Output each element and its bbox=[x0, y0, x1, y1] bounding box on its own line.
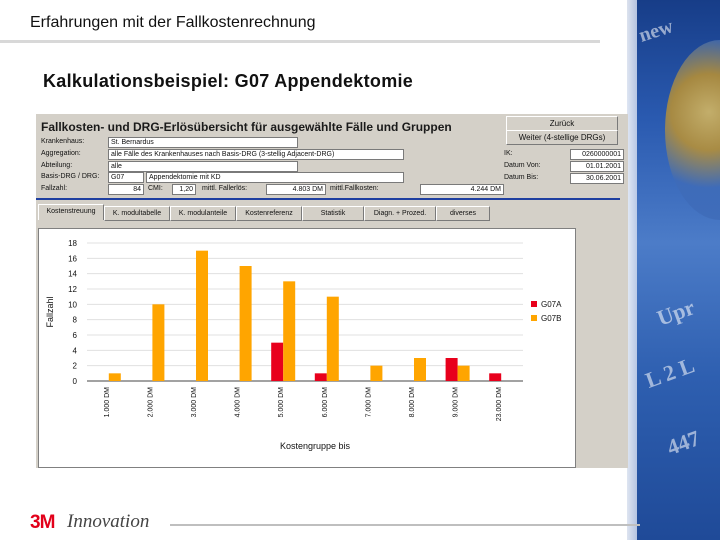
y-tick-label: 16 bbox=[68, 254, 77, 263]
krankenhaus-field[interactable]: St. Bernardus bbox=[108, 137, 298, 148]
x-axis-label: Kostengruppe bis bbox=[280, 441, 351, 451]
form-divider bbox=[36, 198, 620, 200]
chart-frame: 0 2 4 6 8 10 12 14 16 18 1.000 DM 2.000 DM 3.000 DM 4… bbox=[38, 228, 576, 468]
basisdrg-label: Basis-DRG / DRG: bbox=[41, 173, 100, 180]
basisdrg-code-field[interactable]: G07 bbox=[108, 172, 144, 183]
bar-g07a bbox=[271, 342, 284, 381]
abteilung-label: Abteilung: bbox=[41, 162, 73, 169]
y-tick-label: 0 bbox=[73, 377, 78, 386]
brand-logo-innovation: Innovation bbox=[67, 511, 150, 532]
tab-kostenreferenz[interactable]: Kostenreferenz bbox=[236, 206, 302, 221]
y-tick-label: 12 bbox=[68, 285, 77, 294]
tab-kmodultabelle[interactable]: K. modultabelle bbox=[104, 206, 170, 221]
side-deco-text: 447 bbox=[663, 425, 704, 460]
x-tick-label: 2.000 DM bbox=[147, 387, 154, 418]
y-tick-label: 10 bbox=[68, 300, 77, 309]
y-tick-label: 14 bbox=[68, 270, 77, 279]
legend-label-g07b: G07B bbox=[541, 314, 561, 323]
cmi-label: CMI: bbox=[148, 185, 163, 192]
legend-label-g07a: G07A bbox=[541, 300, 562, 309]
x-tick-label: 4.000 DM bbox=[235, 387, 242, 418]
side-deco-text: new bbox=[636, 15, 676, 47]
kosten-label: mittl.Fallkosten: bbox=[330, 185, 379, 192]
kosten-field: 4.244 DM bbox=[420, 184, 504, 195]
next-drg-button[interactable]: Weiter (4-stellige DRGs) bbox=[506, 130, 618, 145]
slide-subtitle: Kalkulationsbeispiel: G07 Appendektomie bbox=[43, 71, 414, 91]
aggregation-field[interactable]: alle Fälle des Krankenhauses nach Basis-… bbox=[108, 149, 404, 160]
x-tick-label: 9.000 DM bbox=[453, 387, 460, 418]
ik-label: IK: bbox=[504, 150, 513, 157]
cmi-field: 1,20 bbox=[172, 184, 196, 195]
app-screenshot: Fallkosten- und DRG-Erlösübersicht für a… bbox=[36, 114, 628, 468]
side-deco-text: Upr bbox=[653, 294, 698, 331]
bar-g07b bbox=[283, 281, 296, 381]
brand-logo-3m: 3M bbox=[30, 512, 55, 533]
bar-g07b bbox=[152, 304, 165, 381]
bar-g07b bbox=[414, 358, 426, 381]
bar-g07a bbox=[314, 373, 327, 381]
tab-bar: Kostenstreuung K. modultabelle K. modula… bbox=[38, 204, 490, 221]
datum-bis-field[interactable]: 30.06.2001 bbox=[570, 173, 624, 184]
ik-field[interactable]: 0260000001 bbox=[570, 149, 624, 160]
app-title: Fallkosten- und DRG-Erlösübersicht für a… bbox=[41, 120, 452, 134]
fallzahl-label: Fallzahl: bbox=[41, 185, 68, 192]
back-button[interactable]: Zurück bbox=[506, 116, 618, 131]
bar-g07b bbox=[370, 365, 383, 381]
footer-divider bbox=[170, 524, 640, 526]
y-tick-label: 6 bbox=[73, 331, 78, 340]
tab-kostenstreuung[interactable]: Kostenstreuung bbox=[38, 204, 104, 220]
x-tick-label: 6.000 DM bbox=[322, 387, 329, 418]
datum-von-field[interactable]: 01.01.2001 bbox=[570, 161, 624, 172]
y-tick-label: 2 bbox=[73, 362, 78, 371]
basisdrg-name-field[interactable]: Appendektomie mit KD bbox=[146, 172, 404, 183]
x-tick-label: 23.000 DM bbox=[496, 387, 503, 421]
erloes-field: 4.803 DM bbox=[266, 184, 326, 195]
tab-diagnosen-prozeduren[interactable]: Diagn. + Prozed. bbox=[364, 206, 436, 221]
legend-swatch-g07b bbox=[531, 315, 537, 321]
bar-g07b bbox=[196, 250, 208, 381]
side-deco-text: L 2 L bbox=[642, 352, 698, 393]
fallzahl-field: 84 bbox=[108, 184, 144, 195]
y-axis-label: Fallzahl bbox=[45, 296, 55, 327]
x-tick-label: 5.000 DM bbox=[278, 387, 285, 418]
slide-title: Erfahrungen mit der Fallkostenrechnung bbox=[30, 14, 316, 31]
tab-kmodulanteile[interactable]: K. modulanteile bbox=[170, 206, 236, 221]
bar-g07b bbox=[457, 365, 470, 381]
y-tick-label: 18 bbox=[68, 239, 77, 248]
x-tick-label: 1.000 DM bbox=[104, 387, 111, 418]
decorative-side-panel: new Upr L 2 L 447 bbox=[627, 0, 720, 540]
bar-g07b bbox=[239, 266, 252, 381]
bar-g07b bbox=[108, 373, 121, 381]
legend-swatch-g07a bbox=[531, 301, 537, 307]
globe-image bbox=[665, 40, 720, 220]
cost-distribution-chart: 0 2 4 6 8 10 12 14 16 18 1.000 DM 2.000 DM 3.000 DM 4… bbox=[45, 239, 562, 451]
abteilung-field[interactable]: alle bbox=[108, 161, 298, 172]
bar-g07a bbox=[489, 373, 502, 381]
erloes-label: mittl. Fallerlös: bbox=[202, 185, 248, 192]
datum-von-label: Datum Von: bbox=[504, 162, 541, 169]
side-panel-highlight bbox=[627, 0, 637, 540]
datum-bis-label: Datum Bis: bbox=[504, 174, 539, 181]
krankenhaus-label: Krankenhaus: bbox=[41, 138, 85, 145]
x-tick-label: 7.000 DM bbox=[365, 387, 372, 418]
y-tick-label: 8 bbox=[73, 316, 78, 325]
y-tick-label: 4 bbox=[73, 346, 78, 355]
aggregation-label: Aggregation: bbox=[41, 150, 81, 157]
tab-statistik[interactable]: Statistik bbox=[302, 206, 364, 221]
bar-g07b bbox=[326, 296, 339, 381]
x-tick-label: 8.000 DM bbox=[409, 387, 416, 418]
tab-diverses[interactable]: diverses bbox=[436, 206, 490, 221]
bar-g07a bbox=[445, 358, 458, 381]
title-divider bbox=[0, 40, 600, 43]
x-tick-label: 3.000 DM bbox=[191, 387, 198, 418]
